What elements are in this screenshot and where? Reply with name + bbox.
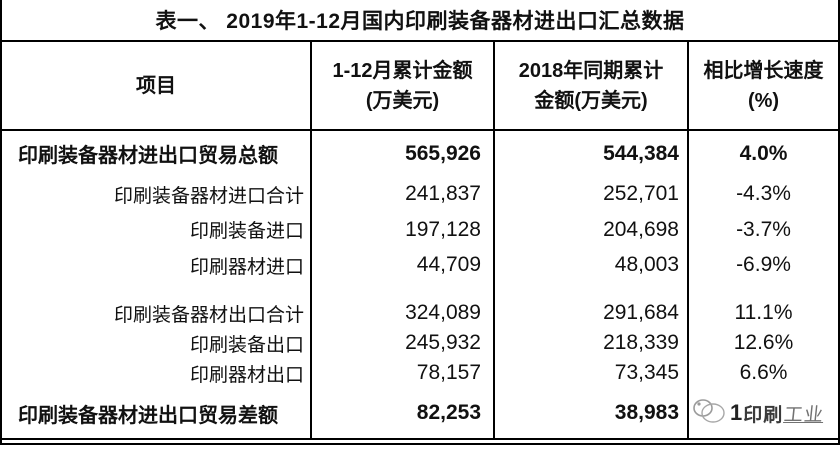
row-equipment-import-growth: -3.7%	[689, 212, 838, 247]
row-export-subtotal-label: 印刷装备器材出口合计	[2, 298, 312, 328]
row-materials-import-label: 印刷器材进口	[2, 247, 312, 283]
row-export-subtotal-growth: 11.1%	[689, 298, 838, 328]
row-import-subtotal-label: 印刷装备器材进口合计	[2, 176, 312, 212]
row-equipment-export-growth: 12.6%	[689, 328, 838, 358]
group-spacer	[689, 283, 838, 298]
col-header-current-amount: 1-12月累计金额 (万美元)	[312, 42, 495, 131]
group-spacer	[2, 283, 312, 298]
row-equipment-export-current: 245,932	[312, 328, 495, 358]
group-spacer	[312, 283, 495, 298]
watermark-logo-icon	[691, 395, 729, 431]
row-export-subtotal-current: 324,089	[312, 298, 495, 328]
row-import-subtotal-current: 241,837	[312, 176, 495, 212]
row-materials-import-previous: 48,003	[495, 247, 689, 283]
row-export-subtotal-previous: 291,684	[495, 298, 689, 328]
row-equipment-import-previous: 204,698	[495, 212, 689, 247]
row-materials-export-current: 78,157	[312, 358, 495, 388]
row-total-label: 印刷装备器材进出口贸易总额	[2, 131, 312, 176]
col-header-item: 项目	[2, 42, 312, 131]
watermark-partial-digit: 1	[730, 400, 743, 425]
row-equipment-import-current: 197,128	[312, 212, 495, 247]
row-balance-current: 82,253	[312, 388, 495, 438]
row-import-subtotal-growth: -4.3%	[689, 176, 838, 212]
row-balance-label: 印刷装备器材进出口贸易差额	[2, 388, 312, 438]
row-materials-import-growth: -6.9%	[689, 247, 838, 283]
watermark-text-part2: 工业	[782, 404, 826, 426]
row-materials-export-previous: 73,345	[495, 358, 689, 388]
row-materials-import-current: 44,709	[312, 247, 495, 283]
row-equipment-export-previous: 218,339	[495, 328, 689, 358]
table-title: 表一、 2019年1-12月国内印刷装备器材进出口汇总数据	[2, 0, 838, 42]
header-line: (%)	[747, 89, 780, 112]
watermark-text-part1: 印刷	[743, 404, 784, 426]
header-line: (万美元)	[365, 89, 440, 112]
header-line: 金额(万美元)	[534, 89, 648, 112]
row-total-current: 565,926	[312, 131, 495, 176]
row-import-subtotal-previous: 252,701	[495, 176, 689, 212]
header-line: 相比增长速度	[703, 59, 824, 82]
header-line: 项目	[136, 74, 176, 97]
row-balance-growth-watermarked: 1 印刷 工业	[689, 388, 838, 438]
group-spacer	[495, 283, 689, 298]
row-total-growth: 4.0%	[689, 131, 838, 176]
header-line: 1-12月累计金额	[332, 59, 473, 82]
header-line: 2018年同期累计	[518, 59, 664, 82]
col-header-previous-amount: 2018年同期累计 金额(万美元)	[495, 42, 689, 131]
row-balance-previous: 38,983	[495, 388, 689, 438]
table-grid: 项目 1-12月累计金额 (万美元) 2018年同期累计 金额(万美元) 相比增…	[2, 42, 838, 440]
publisher-watermark: 1 印刷 工业	[691, 395, 826, 431]
row-equipment-export-label: 印刷装备出口	[2, 328, 312, 358]
row-materials-export-growth: 6.6%	[689, 358, 838, 388]
row-equipment-import-label: 印刷装备进口	[2, 212, 312, 247]
row-materials-export-label: 印刷器材出口	[2, 358, 312, 388]
row-total-previous: 544,384	[495, 131, 689, 176]
col-header-growth-rate: 相比增长速度 (%)	[689, 42, 838, 131]
